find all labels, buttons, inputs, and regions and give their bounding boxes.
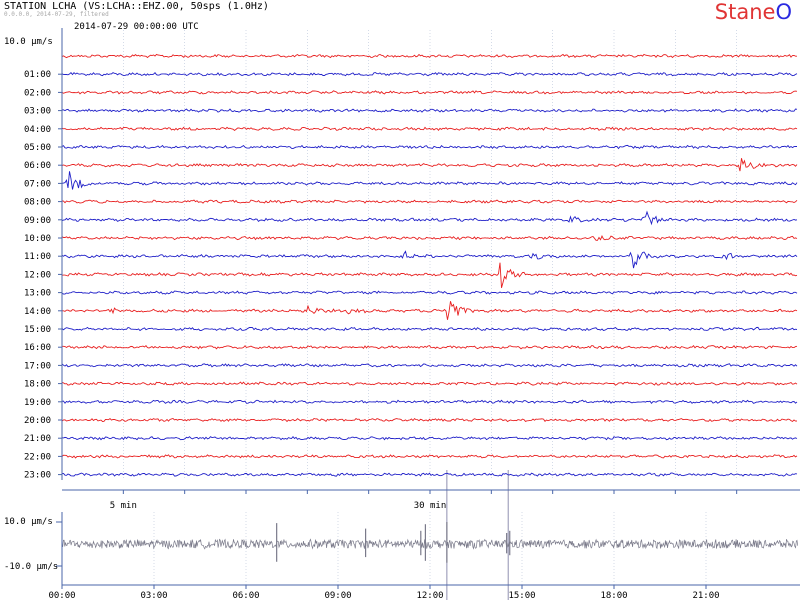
summary-x-tick-label: 03:00: [140, 591, 167, 600]
row-label: 12:00: [24, 270, 51, 280]
trace-row-10: [61, 235, 798, 241]
row-label: 17:00: [24, 361, 51, 371]
row-label: 02:00: [24, 88, 51, 98]
row-label: 10:00: [24, 234, 51, 244]
summary-x-tick-label: 09:00: [324, 591, 351, 600]
summary-y-top-label: 10.0 µm/s: [4, 517, 53, 527]
trace-row-14: [62, 301, 798, 320]
trace-row-5: [61, 144, 797, 150]
summary-axis: 10.0 µm/s -10.0 µm/s: [4, 512, 800, 586]
summary-grid: [153, 470, 707, 600]
trace-row-19: [61, 399, 798, 405]
summary-x-ticks: 00:00 03:00 06:00 09:00 12:00 15:00 18:00 21:00: [48, 585, 720, 600]
helicorder-labels: 10.0 µm/s 2014-07-29 00:00:00 UTC 01:00 0…: [4, 22, 199, 481]
trace-row-12: [61, 262, 798, 289]
trace-row-21: [61, 435, 798, 441]
summary-x-tick-label: 12:00: [416, 591, 443, 600]
helicorder-x-tick-label: 30 min: [414, 501, 447, 511]
row-label: 14:00: [24, 307, 51, 317]
trace-row-20: [61, 417, 798, 423]
summary-traces: [56, 521, 799, 567]
helicorder-x-ticks: 5 min 30 min: [110, 490, 738, 511]
row-label: 18:00: [24, 380, 51, 390]
trace-row-6: [61, 158, 798, 172]
logo-accent: O: [775, 0, 792, 24]
row-label: 16:00: [24, 343, 51, 353]
date-label: 2014-07-29 00:00:00 UTC: [74, 22, 199, 32]
trace-row-1: [61, 72, 798, 77]
row-label: 03:00: [24, 107, 51, 117]
trace-row-7: [61, 171, 798, 190]
row-label: 08:00: [24, 198, 51, 208]
row-label: 05:00: [24, 143, 51, 153]
summary-x-tick-label: 21:00: [692, 591, 719, 600]
trace-row-11: [61, 250, 798, 269]
staneo-logo: StaneO: [715, 0, 792, 24]
trace-row-16: [62, 344, 798, 350]
trace-row-22: [61, 454, 798, 459]
trace-row-18: [61, 381, 798, 386]
trace-row-3: [61, 108, 798, 113]
summary-x-tick-label: 15:00: [508, 591, 535, 600]
trace-row-0: [61, 53, 797, 59]
row-label: 01:00: [24, 70, 51, 80]
trace-row-4: [61, 126, 798, 132]
trace-row-13: [61, 290, 798, 295]
trace-row-8: [61, 199, 798, 204]
summary-noise-trace: [61, 538, 799, 550]
station-subtitle: 0.0.0.0, 2014-07-29, filtered: [4, 11, 109, 18]
row-label: 04:00: [24, 125, 51, 135]
trace-row-9: [61, 210, 798, 226]
row-label: 06:00: [24, 161, 51, 171]
summary-x-tick-label: 18:00: [600, 591, 627, 600]
station-title: STATION LCHA (VS:LCHA::EHZ.00, 50sps (1.…: [4, 1, 269, 12]
summary-y-bottom-label: -10.0 µm/s: [4, 562, 58, 572]
helicorder-x-tick-label: 5 min: [110, 501, 137, 511]
summary-x-tick-label: 00:00: [48, 591, 75, 600]
row-label: 11:00: [24, 252, 51, 262]
trace-row-23: [62, 472, 798, 477]
row-label: 22:00: [24, 452, 51, 462]
logo-text: Stane: [714, 0, 776, 24]
row-label: 13:00: [24, 289, 51, 299]
helicorder-traces: [61, 53, 798, 477]
row-label: 07:00: [24, 179, 51, 189]
row-label: 19:00: [24, 398, 51, 408]
trace-row-17: [61, 363, 798, 368]
row-label: 09:00: [24, 216, 51, 226]
row-label: 20:00: [24, 416, 51, 426]
summary-x-tick-label: 06:00: [232, 591, 259, 600]
trace-row-15: [61, 326, 798, 332]
row-label: 15:00: [24, 325, 51, 335]
row-label: 23:00: [24, 471, 51, 481]
row-label: 21:00: [24, 434, 51, 444]
helicorder-scale-label: 10.0 µm/s: [4, 37, 53, 47]
trace-row-2: [61, 90, 798, 95]
helicorder-grid: [123, 30, 737, 480]
